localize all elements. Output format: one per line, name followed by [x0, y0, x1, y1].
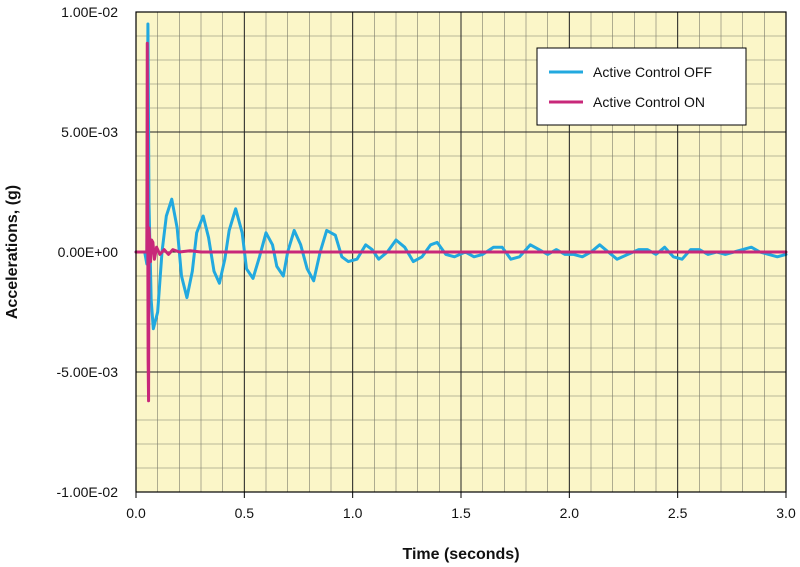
x-tick-label: 2.0 — [560, 505, 580, 521]
legend: Active Control OFF Active Control ON — [536, 47, 747, 126]
x-tick-label: 1.5 — [451, 505, 471, 521]
x-tick-label: 0.5 — [235, 505, 255, 521]
series-line-active-control-on — [134, 41, 788, 403]
y-tick-label: -5.00E-03 — [57, 364, 119, 380]
y-tick-label: 1.00E-02 — [61, 4, 118, 20]
y-tick-label: 0.00E+00 — [58, 244, 119, 260]
x-tick-label: 0.0 — [126, 505, 146, 521]
x-tick-label: 3.0 — [776, 505, 796, 521]
y-tick-label: 5.00E-03 — [61, 124, 118, 140]
x-tick-label: 2.5 — [668, 505, 688, 521]
y-axis-title: Accelerations, (g) — [4, 185, 21, 319]
y-tick-label: -1.00E-02 — [57, 484, 119, 500]
legend-label-off: Active Control OFF — [593, 64, 712, 80]
plot-frame — [135, 11, 787, 493]
legend-label-on: Active Control ON — [593, 94, 705, 110]
y-tick-labels: 1.00E-02 5.00E-03 0.00E+00 -5.00E-03 -1.00E-… — [57, 4, 119, 500]
series-layer — [134, 22, 788, 403]
x-axis-title: Time (seconds) — [402, 546, 519, 563]
x-tick-label: 1.0 — [343, 505, 363, 521]
legend-box — [536, 47, 747, 126]
x-tick-labels: 0.0 0.5 1.0 1.5 2.0 2.5 3.0 — [126, 505, 796, 521]
